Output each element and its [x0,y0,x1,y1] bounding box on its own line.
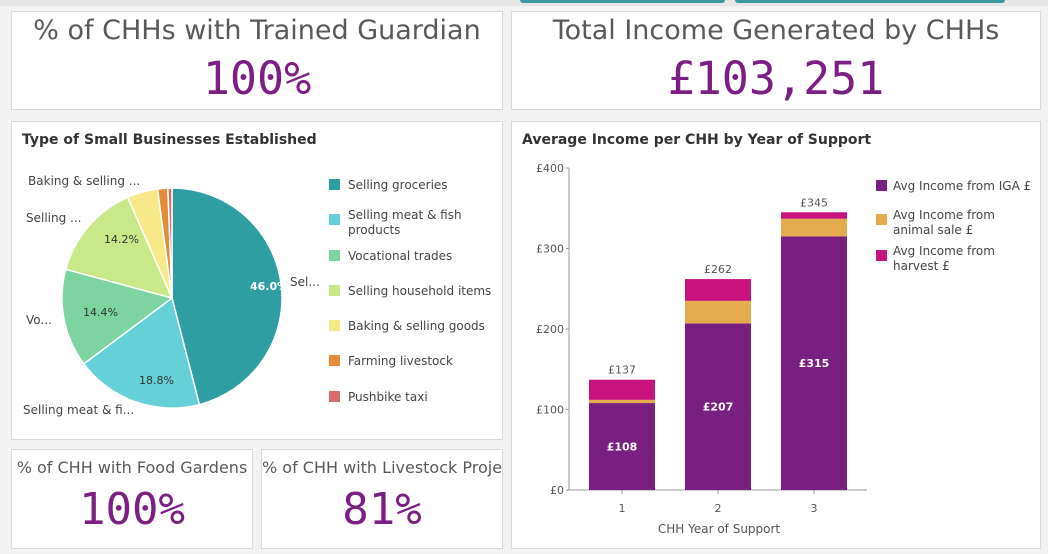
kpi-card-total-income[interactable]: Total Income Generated by CHHs £103,251 [511,11,1041,110]
pie-chart-card[interactable]: Type of Small Businesses Established 46.… [11,121,503,440]
legend-swatch [876,180,887,191]
legend-swatch [329,355,340,366]
legend-label: Avg Income from IGA £ [893,179,1031,193]
y-tick-label: £100 [536,404,564,417]
bar-segment-label: £315 [799,357,830,370]
legend-label: Baking & selling goods [348,319,485,333]
y-tick-label: £400 [536,162,564,175]
pie-slice[interactable] [61,268,174,365]
kpi-title: % of CHH with Food Gardens [16,458,248,477]
pie-slice[interactable] [171,187,283,406]
legend-label: Avg Income from harvest £ [893,244,995,273]
bar-total-label: £262 [704,263,732,276]
kpi-title: % of CHHs with Trained Guardian [33,15,481,46]
bar-segment[interactable] [589,403,655,490]
pie-slice-label: 14.2% [104,233,139,246]
chart-title: Type of Small Businesses Established [22,132,317,148]
tab-indicator [520,0,725,3]
bar-segment[interactable] [781,218,847,237]
legend-label: Selling meat & fish products [348,208,462,237]
pie-outer-label: Selling meat & fi... [23,403,134,417]
bar-chart[interactable]: £0 £100 £200 £300 £400 £108 £137 1 £207 £262 2 £315… [512,122,1040,548]
legend-swatch [329,285,340,296]
pie-chart[interactable]: 46.0% Sel... 18.8% Selling meat & fi... 14.4… [12,122,502,439]
kpi-value: 81% [342,484,422,535]
kpi-value: £103,251 [667,52,885,105]
kpi-card-trained-guardian[interactable]: % of CHHs with Trained Guardian 100% [11,11,503,110]
bar-total-label: £345 [800,196,828,209]
y-tick-label: £200 [536,323,564,336]
bar-segment-label: £108 [607,441,638,454]
bar-segment[interactable] [685,279,751,301]
bar-chart-card[interactable]: Average Income per CHH by Year of Suppor… [511,121,1041,549]
y-tick-label: £0 [550,484,564,497]
kpi-value: 100% [202,52,312,105]
kpi-card-livestock-projects[interactable]: % of CHH with Livestock Proje... 81% [261,449,503,549]
legend-label: Selling household items [348,284,491,298]
pie-outer-label: Baking & selling ... [28,174,140,188]
chart-title: Average Income per CHH by Year of Suppor… [522,132,872,148]
kpi-title: Total Income Generated by CHHs [552,15,1000,46]
pie-outer-label: Selling ... [26,211,81,225]
pie-slice[interactable] [167,187,173,299]
pie-slice[interactable] [82,296,201,409]
pie-outer-label: Vo... [26,313,52,327]
pie-slice-label: 18.8% [139,374,174,387]
legend-label: Pushbike taxi [348,390,428,404]
bar-segment[interactable] [685,323,751,490]
x-tick-label: 2 [715,502,722,515]
pie-slice-label: 14.4% [83,306,118,319]
bar-segment[interactable] [781,236,847,490]
tab-indicator [735,0,1005,3]
bar-segment[interactable] [589,379,655,400]
legend-label: Selling groceries [348,178,448,192]
legend-label: Vocational trades [348,249,452,263]
bar-segment[interactable] [781,212,847,219]
legend-swatch [876,250,887,261]
legend-label: Avg Income from animal sale £ [893,208,995,237]
bar-total-label: £137 [608,364,636,377]
legend-swatch [329,391,340,402]
legend-swatch [329,214,340,225]
kpi-card-food-gardens[interactable]: % of CHH with Food Gardens 100% [11,449,253,549]
top-strip [0,0,1048,6]
y-tick-label: £300 [536,243,564,256]
legend-swatch [329,250,340,261]
bar-segment-label: £207 [703,401,734,414]
pie-slice-label: 46.0% [250,280,288,293]
kpi-value: 100% [79,484,185,535]
kpi-title: % of CHH with Livestock Proje... [262,458,502,477]
pie-slice[interactable] [64,196,174,300]
x-tick-label: 1 [619,502,626,515]
bar-segment[interactable] [685,300,751,324]
legend-swatch [329,320,340,331]
x-tick-label: 3 [811,502,818,515]
legend-label: Farming livestock [348,354,453,368]
legend-swatch [876,214,887,225]
pie-outer-label: Sel... [290,275,320,289]
legend-swatch [329,179,340,190]
bar-segment[interactable] [589,399,655,404]
x-axis-title: CHH Year of Support [658,522,781,536]
